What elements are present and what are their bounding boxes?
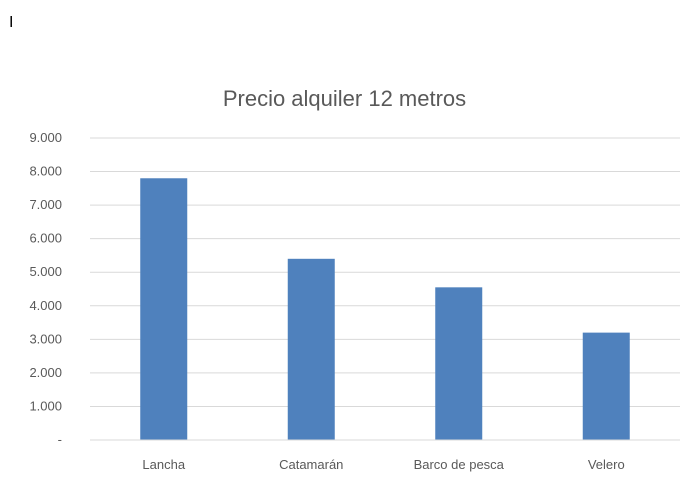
x-category-label: Lancha [142, 457, 185, 472]
chart-title: Precio alquiler 12 metros [222, 86, 467, 111]
y-tick-label: 3.000 [29, 331, 62, 346]
y-tick-label: 4.000 [29, 298, 62, 313]
y-tick-label: 8.000 [29, 164, 62, 179]
x-category-label: Catamarán [279, 457, 343, 472]
y-tick-label: 2.000 [29, 365, 62, 380]
x-category-label: Velero [588, 457, 625, 472]
category-labels: Lancha Catamarán Barco de pesca Velero [142, 457, 624, 472]
text-cursor-mark: I [9, 14, 14, 31]
y-tick-label: - [58, 432, 62, 447]
y-tick-label: 5.000 [29, 264, 62, 279]
bars [140, 178, 630, 440]
y-axis-tick-labels: - 1.000 2.000 3.000 4.000 5.000 6.000 7.000 8.00… [29, 130, 62, 447]
x-category-label: Barco de pesca [414, 457, 505, 472]
bar-lancha [140, 178, 188, 440]
y-tick-label: 9.000 [29, 130, 62, 145]
y-tick-label: 1.000 [29, 398, 62, 413]
bar-catamarán [287, 258, 335, 440]
bar-barco-de-pesca [435, 287, 483, 440]
y-tick-label: 6.000 [29, 231, 62, 246]
bar-velero [582, 332, 630, 440]
gridlines [90, 137, 680, 407]
y-tick-label: 7.000 [29, 197, 62, 212]
